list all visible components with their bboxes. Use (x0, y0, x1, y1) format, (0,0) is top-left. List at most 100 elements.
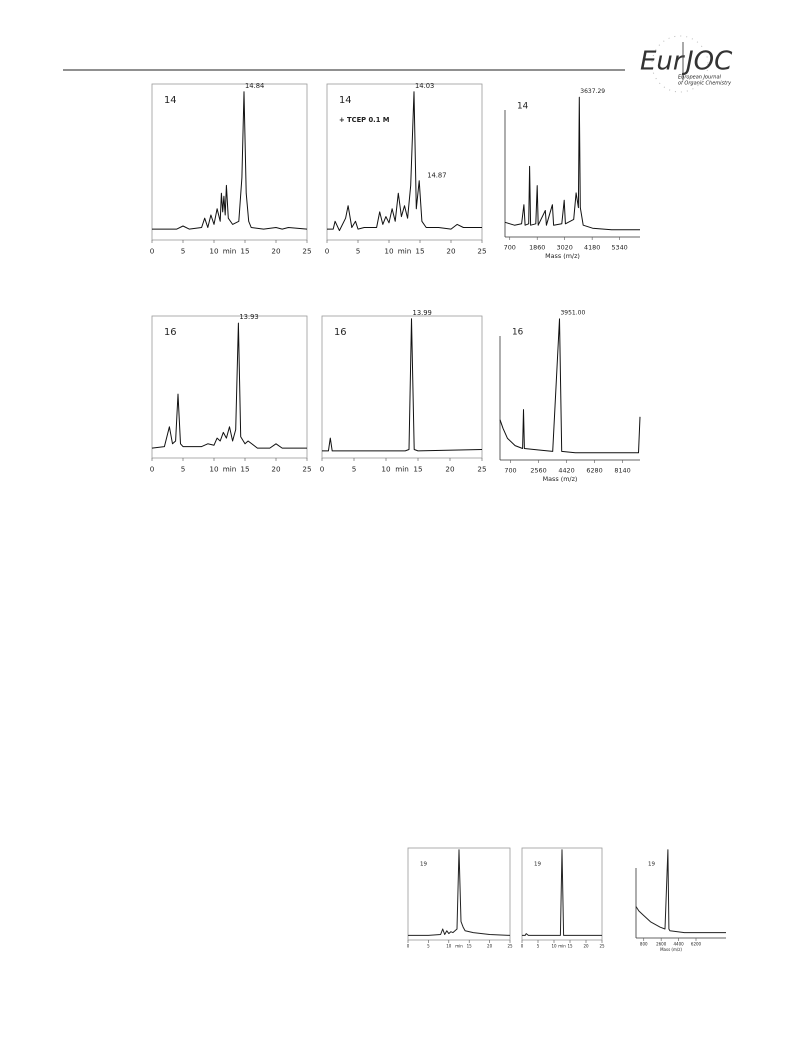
panel-label: 19 (534, 862, 541, 868)
x-tick-label: 10 (381, 465, 391, 474)
peak-label: 14.03 (415, 82, 434, 90)
peak-label: 14.87 (427, 172, 446, 180)
x-tick-label: 10 (551, 944, 557, 949)
x-tick-label: 8140 (614, 466, 630, 474)
panel-label: 19 (420, 862, 427, 868)
panel-label: 19 (648, 862, 655, 868)
x-tick-label: 800 (640, 942, 648, 947)
x-axis-label: min (395, 465, 409, 474)
x-axis-label: min (455, 944, 463, 949)
x-tick-label: 10 (209, 465, 219, 474)
x-tick-label: 20 (583, 944, 589, 949)
x-tick-label: 0 (521, 944, 524, 949)
panel-label: 14 (339, 95, 352, 106)
chart: 0 5 10 15 20 25 min 16 13.99 (320, 309, 487, 474)
chart: 700 1860 3020 4180 5340 Mass (m/z) 14 3637.29 (504, 88, 640, 260)
x-tick-label: 1860 (529, 243, 545, 251)
x-axis-label: Mass (m/z) (545, 252, 580, 260)
x-tick-label: 15 (567, 944, 573, 949)
panel-label: 16 (512, 328, 524, 338)
plot-frame (521, 847, 603, 941)
x-tick-label: 5 (427, 944, 430, 949)
panel-label: 14 (517, 102, 529, 112)
x-tick-label: 0 (407, 944, 410, 949)
panel-label: 16 (164, 327, 177, 338)
x-tick-label: 5 (181, 465, 186, 474)
x-tick-label: 20 (487, 944, 493, 949)
plot-frame (407, 847, 511, 941)
x-tick-label: 0 (150, 247, 155, 256)
logo-stars (651, 35, 709, 93)
x-tick-label: 20 (446, 247, 456, 256)
x-tick-label: 5 (537, 944, 540, 949)
x-tick-label: 2560 (530, 466, 546, 474)
x-tick-label: 3020 (557, 243, 573, 251)
x-tick-label: 6280 (586, 466, 602, 474)
chart: 0 5 10 15 20 25 min 14 14.84 (150, 82, 312, 256)
panel-label: 14 (164, 95, 177, 106)
peak-label: 3637.29 (580, 88, 605, 95)
x-tick-label: 4400 (673, 942, 684, 947)
trace (635, 849, 726, 934)
x-tick-label: 4180 (584, 243, 600, 251)
trace (408, 849, 511, 936)
chart: 800 2600 4400 6200 Mass (m/z) 19 (635, 849, 726, 952)
logo-left: Eur (640, 47, 686, 77)
chart: 0 5 10 15 20 25 min 16 13.93 (150, 313, 312, 474)
trace (327, 91, 482, 232)
x-tick-label: 700 (504, 243, 516, 251)
x-axis-label: min (223, 465, 237, 474)
x-tick-label: 5340 (611, 243, 627, 251)
x-tick-label: 25 (599, 944, 605, 949)
trace (522, 849, 602, 936)
x-tick-label: 0 (150, 465, 155, 474)
chart: 700 2560 4420 6280 8140 Mass (m/z) 16 3951.00 (499, 309, 641, 483)
x-tick-label: 5 (356, 247, 361, 256)
x-tick-label: 15 (415, 247, 424, 256)
x-tick-label: 15 (467, 944, 473, 949)
x-tick-label: 25 (477, 465, 486, 474)
x-tick-label: 25 (302, 247, 311, 256)
logo: Eur JOC European Journal of Organic Chem… (640, 35, 733, 93)
x-tick-label: 4420 (558, 466, 574, 474)
trace (504, 96, 640, 231)
x-tick-label: 25 (477, 247, 486, 256)
x-axis-label: min (558, 944, 566, 949)
x-tick-label: 700 (504, 466, 516, 474)
x-tick-label: 6200 (691, 942, 702, 947)
panel-note: + TCEP 0.1 M (339, 116, 390, 124)
peak-label: 3951.00 (560, 309, 585, 316)
x-tick-label: 0 (320, 465, 325, 474)
x-tick-label: 25 (302, 465, 311, 474)
x-tick-label: 25 (507, 944, 513, 949)
x-tick-label: 15 (240, 247, 249, 256)
peak-label: 13.99 (413, 309, 432, 317)
x-tick-label: 0 (325, 247, 330, 256)
x-tick-label: 20 (445, 465, 455, 474)
x-tick-label: 5 (352, 465, 357, 474)
peak-label: 14.84 (245, 82, 264, 90)
chart: 0 5 10 15 20 25 min 14 + TCEP 0.1 M 14.03 14.87 (325, 82, 487, 256)
x-axis-label: Mass (m/z) (543, 475, 578, 483)
chart: 0 5 10 15 20 25 min 19 (521, 847, 605, 949)
peak-label: 13.93 (239, 313, 258, 321)
x-tick-label: 5 (181, 247, 186, 256)
x-axis-label: Mass (m/z) (660, 947, 682, 952)
plot-frame (151, 83, 308, 241)
plot-frame (326, 83, 483, 241)
x-tick-label: 15 (240, 465, 249, 474)
x-tick-label: 10 (209, 247, 219, 256)
plot-frame (321, 315, 483, 459)
chart: 0 5 10 15 20 25 min 19 (407, 847, 513, 949)
x-tick-label: 20 (271, 247, 281, 256)
x-tick-label: 20 (271, 465, 281, 474)
x-tick-label: 10 (446, 944, 452, 949)
plot-frame (151, 315, 308, 459)
trace (151, 322, 307, 449)
x-axis-label: min (398, 247, 412, 256)
trace (322, 318, 483, 452)
trace (499, 318, 641, 454)
x-tick-label: 10 (384, 247, 394, 256)
